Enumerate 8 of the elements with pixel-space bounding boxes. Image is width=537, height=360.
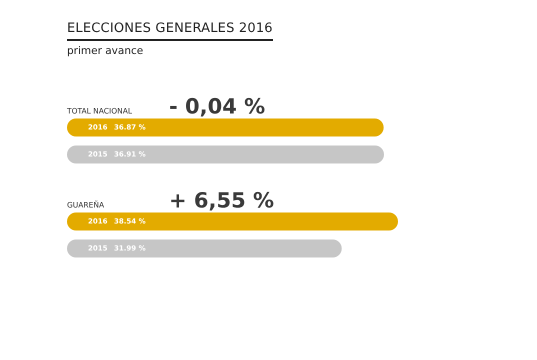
bar [67, 212, 398, 231]
annotation: + 6,55 % [169, 188, 274, 212]
chart-subtitle: primer avance [67, 45, 144, 57]
bar [67, 145, 384, 164]
chart-title: ELECCIONES GENERALES 2016 [67, 21, 273, 41]
bar [67, 239, 342, 258]
annotation: - 0,04 % [169, 94, 266, 118]
bar [67, 118, 384, 137]
